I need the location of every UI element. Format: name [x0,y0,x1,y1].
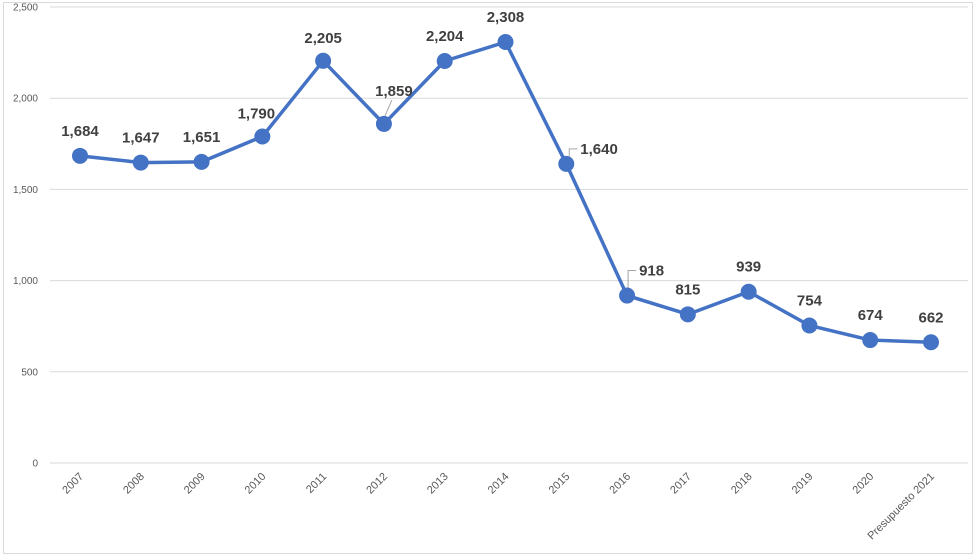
data-point [72,147,88,164]
x-tick-label: 2012 [364,471,390,497]
y-axis-ticks: 0 500 1,000 1,500 2,000 2,500 [13,3,38,470]
x-tick-label: 2020 [851,471,877,497]
data-labels: 1,684 1,647 1,651 1,790 2,205 1,859 2,204 2,308… [61,9,943,326]
data-point [679,306,696,323]
chart-frame [3,2,973,554]
data-label: 1,859 [375,83,413,100]
y-tick-label: 1,000 [13,276,38,287]
data-label: 1,651 [183,129,221,146]
data-point [193,153,210,170]
data-label: 2,205 [304,30,342,47]
x-tick-label: 2017 [668,471,694,497]
data-label: 2,308 [487,9,525,26]
data-point [254,128,271,145]
data-point [862,332,879,349]
label-leader-line [627,270,637,288]
data-label: 918 [639,263,664,280]
data-point [923,334,939,351]
x-tick-label: 2019 [790,471,816,497]
x-tick-label: 2013 [425,471,451,497]
data-label: 1,684 [61,123,99,140]
x-tick-label: 2018 [729,471,755,497]
x-tick-label: 2009 [182,471,208,497]
data-point [497,34,514,51]
x-axis-ticks: 2007 2008 2009 2010 2011 2012 2013 2014 2015 2016… [60,471,937,543]
data-point [801,317,818,334]
label-leader-line [568,148,578,157]
x-tick-label: 2010 [243,471,269,497]
x-tick-label: 2015 [547,471,573,497]
data-label: 754 [797,292,823,309]
data-point [619,287,636,304]
data-point [558,155,575,172]
x-tick-label: 2016 [607,471,633,497]
data-label: 662 [918,309,943,326]
data-point [315,52,332,69]
data-label: 674 [858,307,884,324]
data-points [72,34,939,351]
label-leader-line [384,99,393,117]
data-label: 1,647 [122,130,160,147]
x-tick-label: 2011 [304,471,329,496]
data-label: 815 [675,281,700,298]
data-point [740,283,757,300]
data-point [132,154,149,171]
data-label: 1,790 [238,106,276,123]
data-label: 2,204 [426,28,464,45]
y-tick-label: 1,500 [13,185,38,196]
label-leaders [384,99,637,288]
x-tick-label: 2014 [486,471,512,497]
y-tick-label: 2,000 [13,94,38,105]
y-tick-label: 0 [32,459,38,470]
gridlines [50,6,968,464]
x-tick-label: 2008 [121,471,147,497]
x-tick-label: 2007 [60,471,86,497]
data-label: 1,640 [580,141,618,158]
data-point [436,52,453,69]
data-label: 939 [736,259,761,276]
data-point [375,115,392,132]
x-tick-label: Presupuesto 2021 [865,471,937,543]
y-tick-label: 2,500 [13,3,38,14]
y-tick-label: 500 [21,367,38,378]
